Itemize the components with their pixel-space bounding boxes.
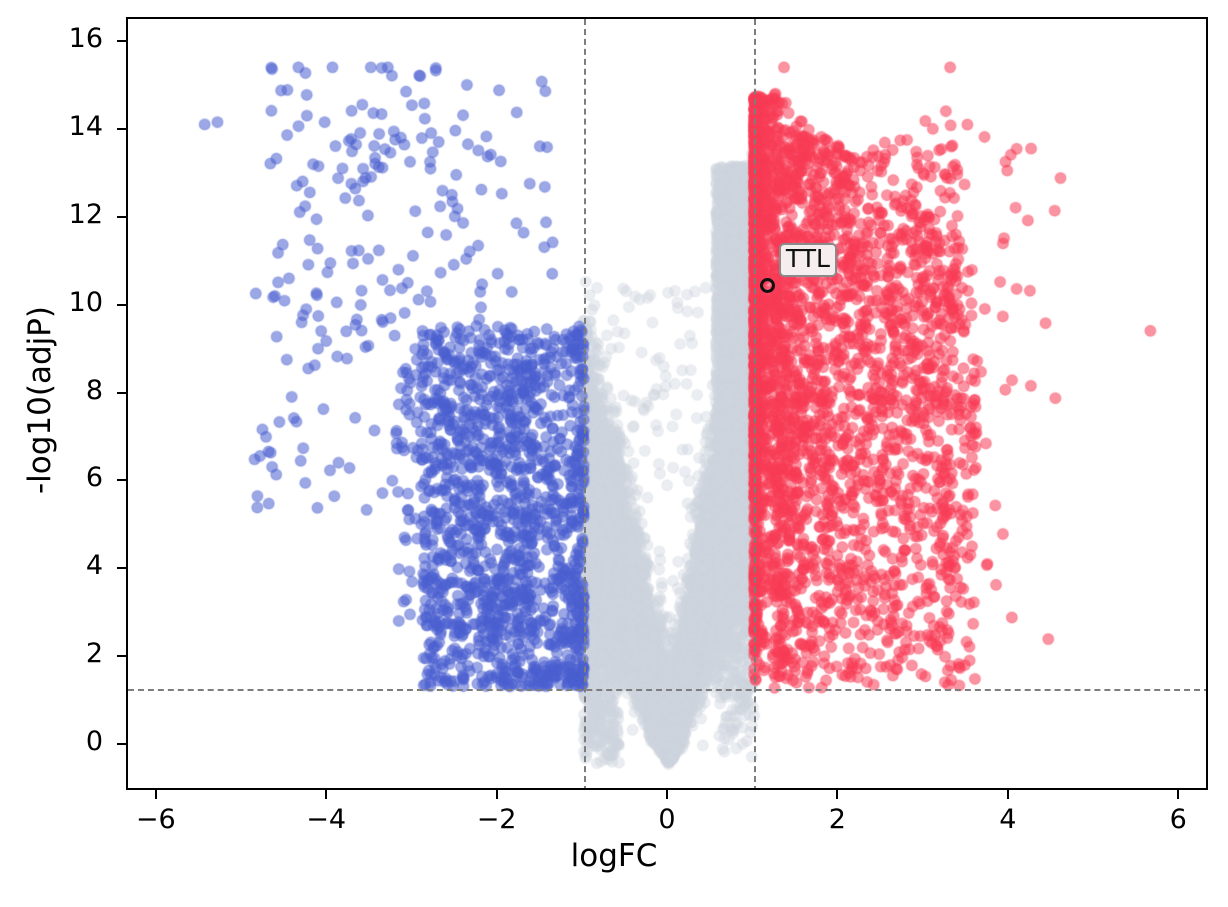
x-tick-mark [1177,790,1180,799]
scatter-points-canvas [128,19,1206,788]
y-tick-label: 2 [85,638,103,670]
y-tick-label: 14 [68,110,103,142]
y-tick-label: 4 [85,550,103,582]
y-tick-mark [117,391,126,394]
y-tick-label: 16 [68,23,103,55]
x-tick-mark [154,790,157,799]
x-tick-mark [495,790,498,799]
threshold-line-logfc-positive [754,19,757,788]
plot-area: TTL [126,17,1208,790]
y-tick-mark [117,479,126,482]
threshold-line-padj [128,688,1206,691]
y-tick-label: 0 [85,725,103,757]
y-tick-label: 12 [68,198,103,230]
y-axis-label: -log10(adjP) [22,305,58,495]
y-tick-mark [117,567,126,570]
y-tick-mark [117,215,126,218]
x-tick-label: −6 [135,804,176,835]
x-tick-label: −2 [476,804,517,835]
y-tick-mark [117,303,126,306]
x-tick-label: 4 [999,804,1017,835]
y-tick-label: 10 [68,286,103,318]
annotation-label-ttl: TTL [778,242,837,277]
x-tick-mark [325,790,328,799]
y-tick-mark [117,40,126,43]
y-tick-mark [117,127,126,130]
y-tick-mark [117,742,126,745]
x-tick-mark [1006,790,1009,799]
y-tick-mark [117,655,126,658]
x-tick-label: 0 [658,804,676,835]
x-tick-label: −4 [306,804,347,835]
x-tick-label: 6 [1169,804,1187,835]
y-tick-label: 8 [85,374,103,406]
y-tick-label: 6 [85,462,103,494]
annotation-marker-ttl [759,277,775,293]
x-axis-label: logFC [570,838,658,874]
x-tick-mark [666,790,668,799]
threshold-line-logfc-negative [583,19,586,788]
x-tick-label: 2 [828,804,846,835]
x-tick-mark [836,790,839,799]
